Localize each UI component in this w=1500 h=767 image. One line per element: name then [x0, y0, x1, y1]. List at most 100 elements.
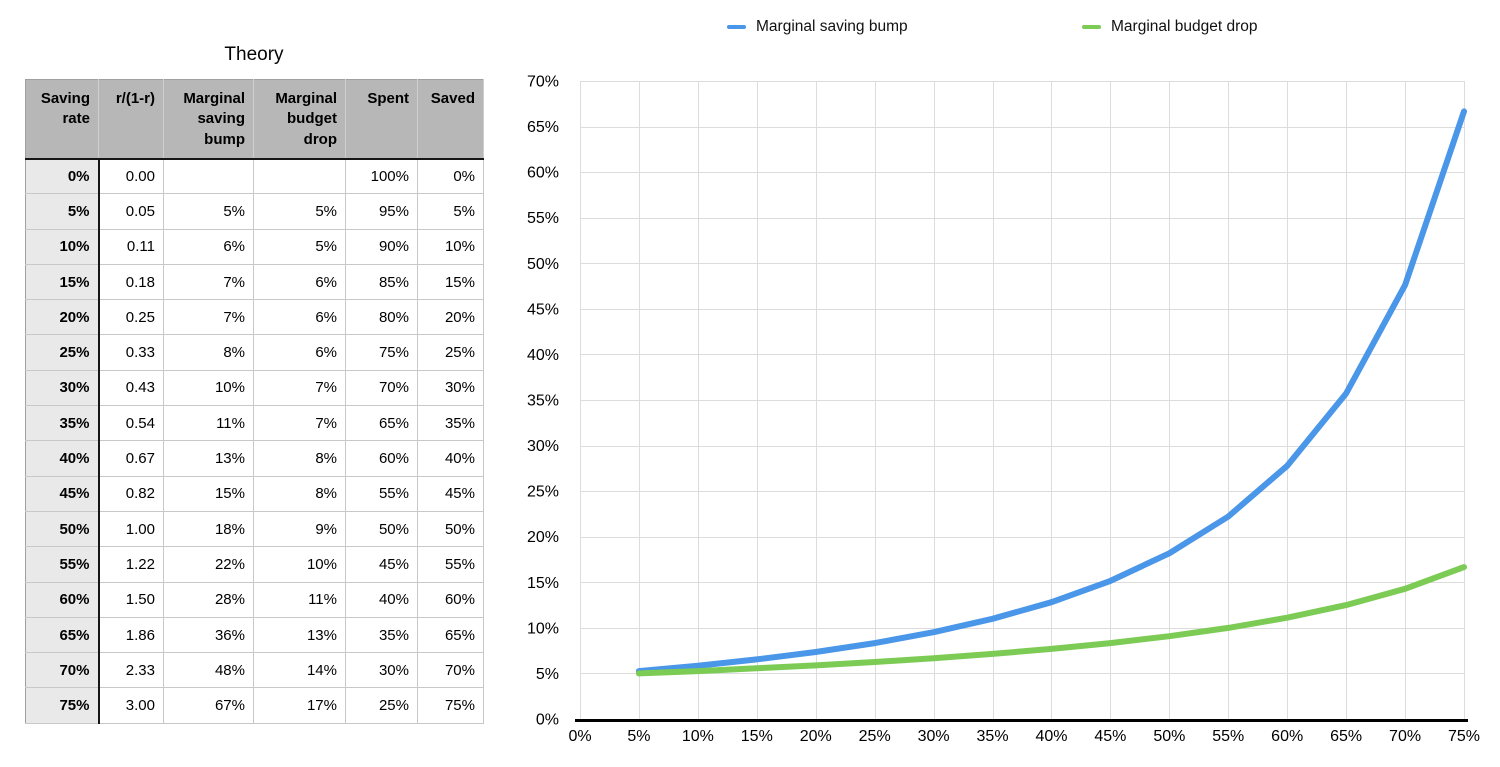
series-line-marginal-saving-bump[interactable] [635, 108, 1467, 675]
table-header-cell[interactable]: Marginal budget drop [253, 79, 346, 160]
table-cell[interactable]: 35% [417, 405, 484, 442]
table-cell[interactable]: 8% [253, 440, 346, 477]
table-cell[interactable]: 7% [253, 370, 346, 407]
table-row-header-cell[interactable]: 20% [25, 299, 100, 336]
table-cell[interactable]: 67% [163, 687, 254, 724]
table-cell[interactable]: 65% [345, 405, 418, 442]
table-cell[interactable]: 5% [163, 193, 254, 230]
table-cell[interactable]: 40% [417, 440, 484, 477]
table-cell[interactable]: 0% [417, 158, 484, 195]
table-row-header-cell[interactable]: 15% [25, 264, 100, 301]
table-cell[interactable]: 28% [163, 582, 254, 618]
table-cell[interactable]: 3.00 [98, 687, 164, 724]
table-row-header-cell[interactable]: 0% [25, 158, 100, 195]
table-cell[interactable]: 2.33 [98, 652, 164, 689]
table-cell[interactable]: 6% [253, 299, 346, 336]
table-title[interactable]: Theory [224, 44, 284, 65]
table-cell[interactable]: 18% [163, 511, 254, 548]
table-cell[interactable]: 9% [253, 511, 346, 548]
table-cell[interactable]: 60% [417, 582, 484, 618]
table-cell[interactable]: 25% [345, 687, 418, 724]
table-cell[interactable]: 50% [345, 511, 418, 548]
table-row-header-cell[interactable]: 5% [25, 193, 100, 230]
table-cell[interactable]: 0.18 [98, 264, 164, 301]
table-row-header-cell[interactable]: 70% [25, 652, 100, 689]
series-line-marginal-budget-drop[interactable] [635, 564, 1467, 677]
table-cell[interactable]: 10% [163, 370, 254, 407]
table-row-header-cell[interactable]: 75% [25, 687, 100, 724]
table-cell[interactable]: 0.05 [98, 193, 164, 230]
table-cell[interactable]: 13% [253, 617, 346, 654]
table-cell[interactable]: 100% [345, 158, 418, 195]
table-cell[interactable]: 60% [345, 440, 418, 477]
table-cell[interactable]: 48% [163, 652, 254, 689]
table-cell[interactable]: 15% [163, 476, 254, 512]
table-cell[interactable]: 30% [345, 652, 418, 689]
table-header-cell[interactable]: Saving rate [25, 79, 99, 160]
table-cell[interactable]: 70% [417, 652, 484, 689]
table-cell[interactable]: 5% [253, 193, 346, 230]
table-cell[interactable]: 55% [417, 546, 484, 583]
table-cell[interactable]: 80% [345, 299, 418, 336]
table-cell[interactable]: 0.11 [98, 229, 164, 265]
table-cell[interactable]: 20% [417, 299, 484, 336]
table-cell[interactable]: 6% [253, 334, 346, 371]
table-cell[interactable]: 50% [417, 511, 484, 548]
table-cell[interactable]: 0.67 [98, 440, 164, 477]
table-cell[interactable]: 1.22 [98, 546, 164, 583]
table-cell[interactable]: 1.86 [98, 617, 164, 654]
table-row-header-cell[interactable]: 45% [25, 476, 100, 512]
table-row-header-cell[interactable]: 25% [25, 334, 100, 371]
table-cell[interactable]: 75% [345, 334, 418, 371]
table-cell[interactable]: 8% [163, 334, 254, 371]
table-cell[interactable]: 85% [345, 264, 418, 301]
table-cell[interactable]: 14% [253, 652, 346, 689]
table-cell[interactable]: 5% [253, 229, 346, 265]
table-row-header-cell[interactable]: 35% [25, 405, 100, 442]
table-cell[interactable]: 17% [253, 687, 346, 724]
table-cell[interactable]: 7% [163, 299, 254, 336]
table-cell[interactable]: 7% [253, 405, 346, 442]
table-cell[interactable]: 0.82 [98, 476, 164, 512]
table-cell[interactable]: 7% [163, 264, 254, 301]
table-cell[interactable]: 13% [163, 440, 254, 477]
table-cell[interactable]: 45% [345, 546, 418, 583]
table-cell[interactable]: 5% [417, 193, 484, 230]
table-cell[interactable]: 95% [345, 193, 418, 230]
table-cell[interactable]: 1.50 [98, 582, 164, 618]
table-header-cell[interactable]: Saved [417, 79, 484, 160]
table-cell[interactable]: 45% [417, 476, 484, 512]
table-header-cell[interactable]: r/(1-r) [98, 79, 164, 160]
table-cell[interactable] [163, 158, 254, 195]
table-cell[interactable]: 0.43 [98, 370, 164, 407]
table-row-header-cell[interactable]: 65% [25, 617, 100, 654]
table-row-header-cell[interactable]: 50% [25, 511, 100, 548]
table-cell[interactable]: 55% [345, 476, 418, 512]
table-row-header-cell[interactable]: 40% [25, 440, 100, 477]
table-cell[interactable]: 11% [253, 582, 346, 618]
table-cell[interactable]: 36% [163, 617, 254, 654]
table-row-header-cell[interactable]: 55% [25, 546, 100, 583]
table-cell[interactable]: 35% [345, 617, 418, 654]
table-cell[interactable]: 6% [253, 264, 346, 301]
table-cell[interactable]: 40% [345, 582, 418, 618]
table-cell[interactable]: 25% [417, 334, 484, 371]
table-cell[interactable] [253, 158, 346, 195]
table-cell[interactable]: 65% [417, 617, 484, 654]
table-header-cell[interactable]: Marginal saving bump [163, 79, 254, 160]
table-cell[interactable]: 30% [417, 370, 484, 407]
table-cell[interactable]: 8% [253, 476, 346, 512]
table-header-cell[interactable]: Spent [345, 79, 418, 160]
legend-item-marginal-saving-bump[interactable]: Marginal saving bump [727, 16, 908, 38]
table-cell[interactable]: 11% [163, 405, 254, 442]
table-cell[interactable]: 1.00 [98, 511, 164, 548]
table-row-header-cell[interactable]: 60% [25, 582, 100, 618]
table-cell[interactable]: 6% [163, 229, 254, 265]
table-row-header-cell[interactable]: 30% [25, 370, 100, 407]
table-cell[interactable]: 70% [345, 370, 418, 407]
table-cell[interactable]: 0.33 [98, 334, 164, 371]
legend-item-marginal-budget-drop[interactable]: Marginal budget drop [1082, 16, 1258, 38]
table-cell[interactable]: 0.25 [98, 299, 164, 336]
table-cell[interactable]: 10% [253, 546, 346, 583]
